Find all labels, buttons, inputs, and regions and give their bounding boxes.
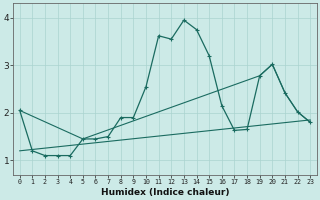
X-axis label: Humidex (Indice chaleur): Humidex (Indice chaleur)	[101, 188, 229, 197]
